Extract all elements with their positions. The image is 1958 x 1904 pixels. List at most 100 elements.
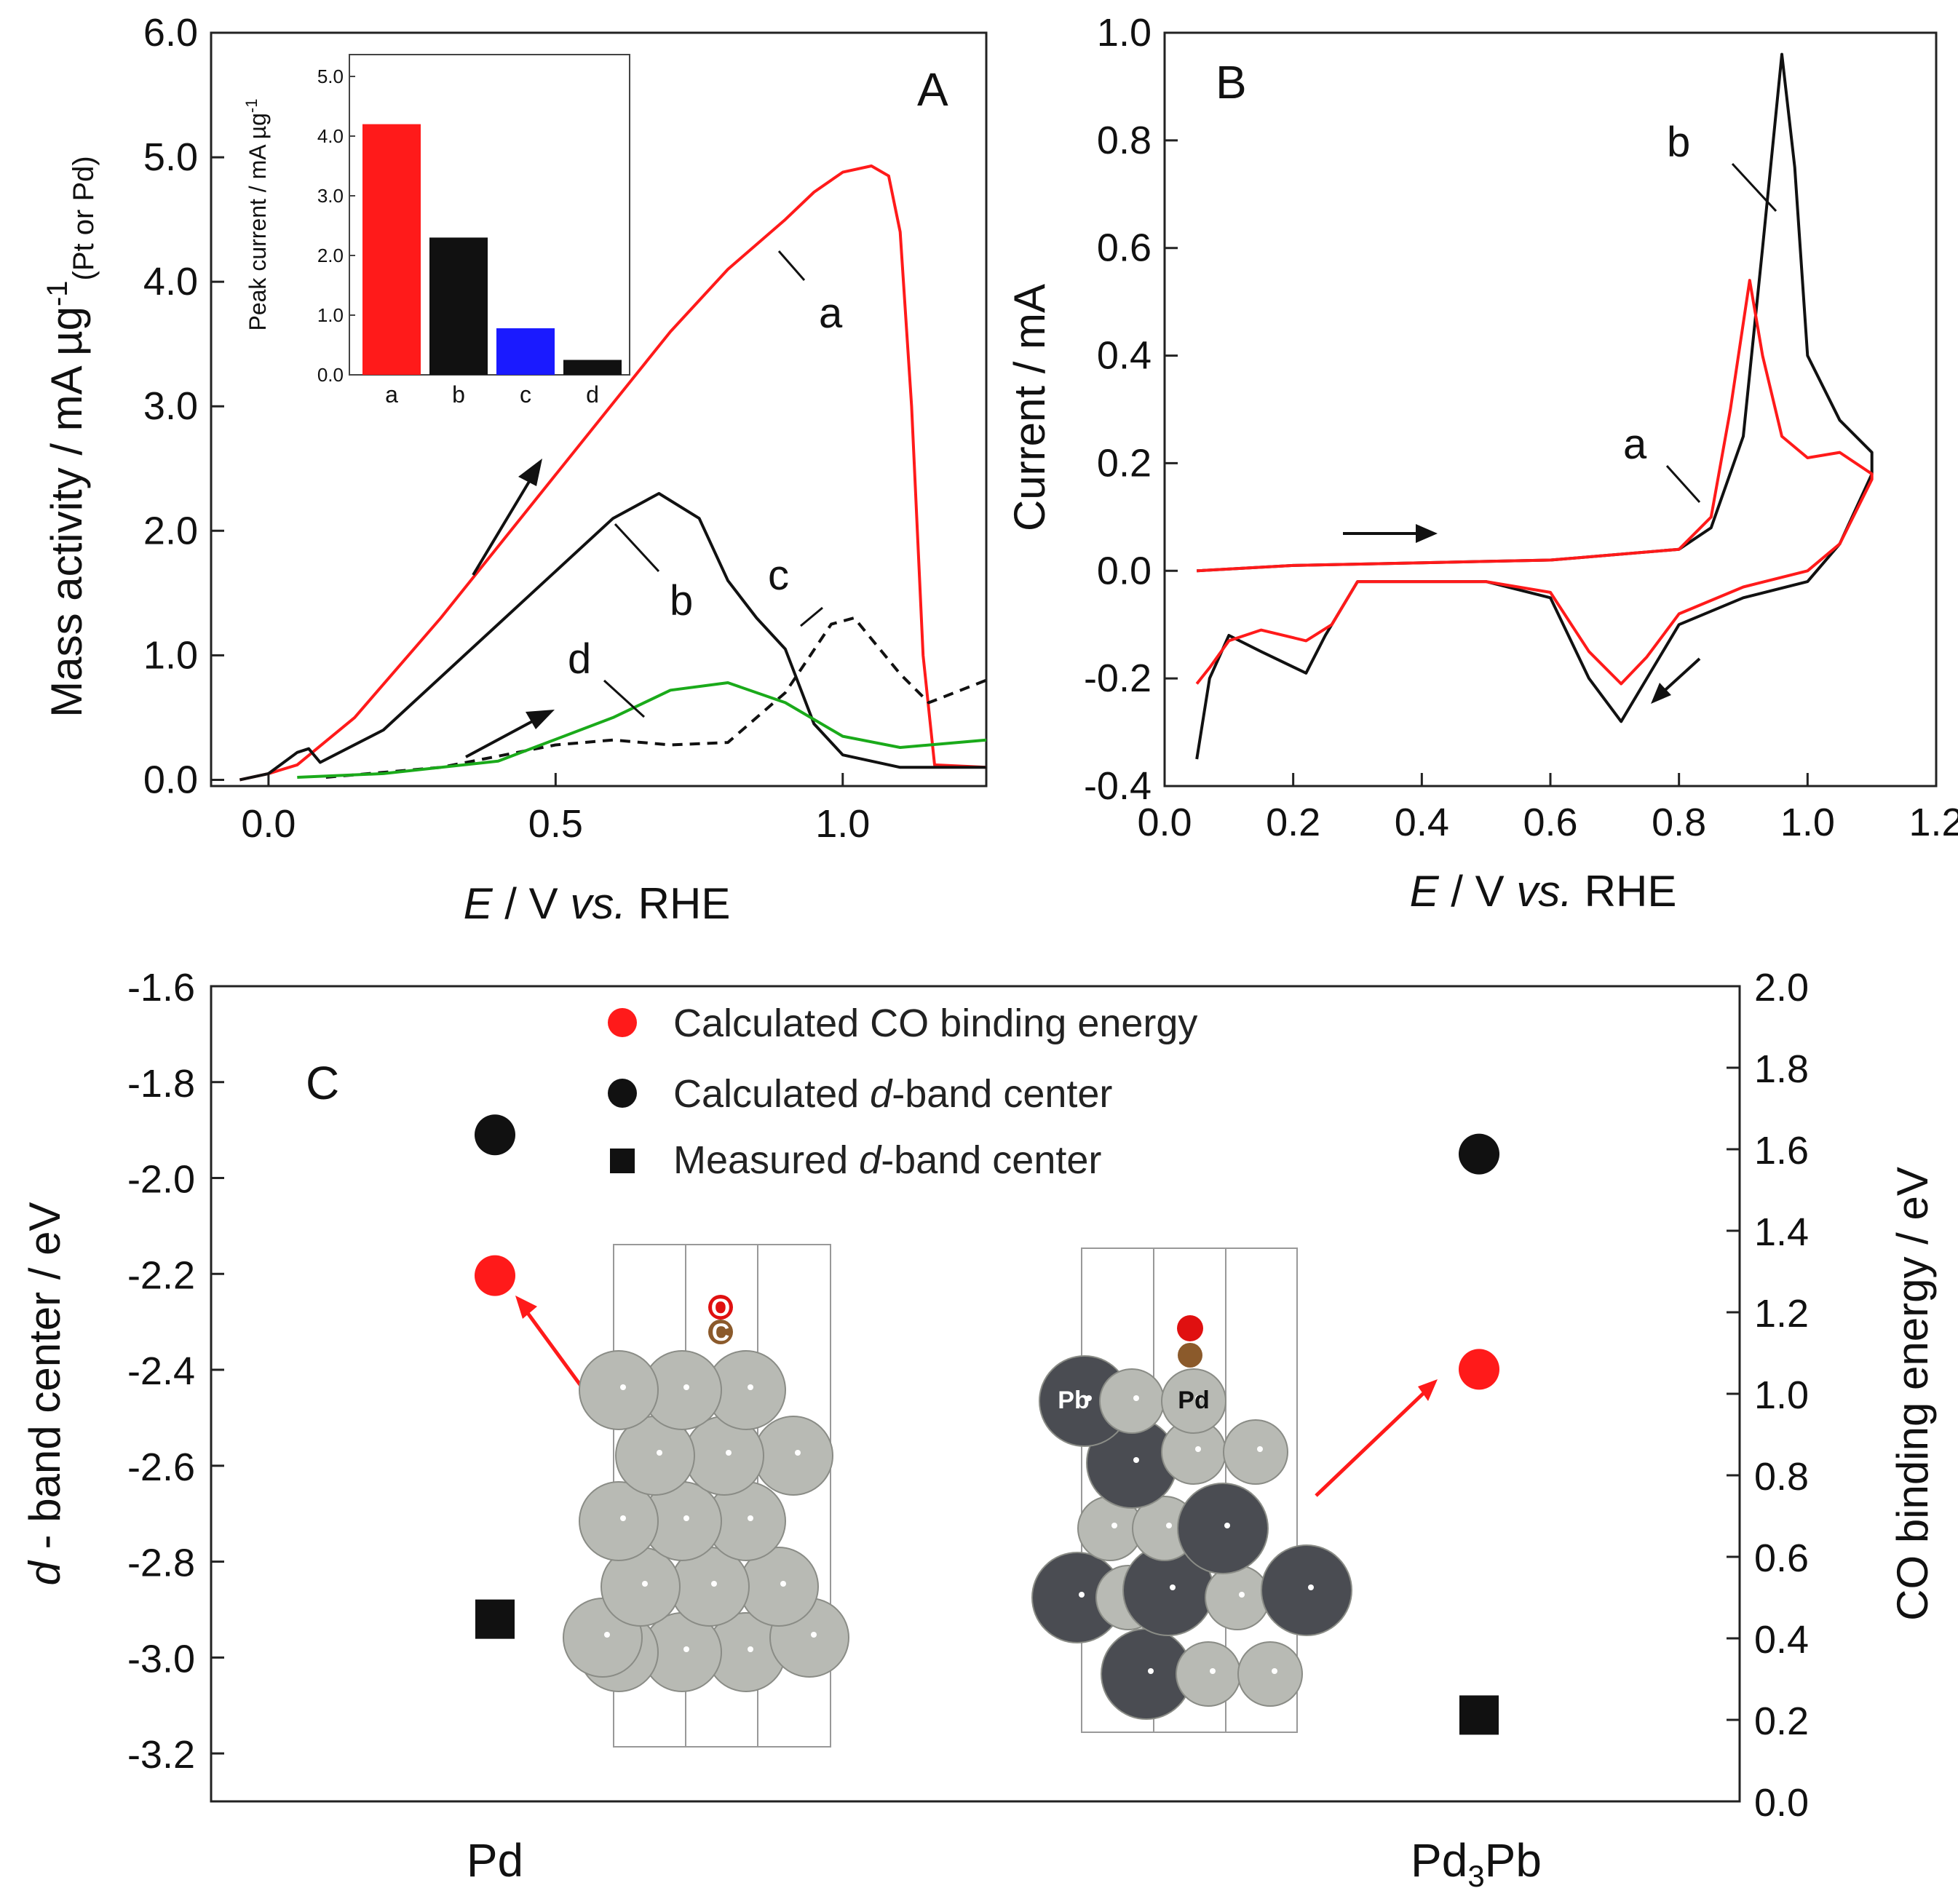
b-xtick-label: 1.2: [1909, 801, 1958, 844]
b-ytick-label: 0.6: [1097, 226, 1152, 270]
c-left-ytick-label: -2.2: [127, 1253, 195, 1297]
pb-atom-highlight: [1079, 1592, 1085, 1598]
pd-atom-highlight: [748, 1646, 753, 1652]
pd-atom-highlight: [1272, 1668, 1277, 1674]
c-right-ytick-label: 1.0: [1754, 1373, 1809, 1417]
inset-xtick-label: c: [520, 381, 531, 408]
red-arrow-pd3pb: [1315, 1390, 1427, 1497]
pb-atom-highlight: [1086, 1395, 1092, 1401]
b-ytick-label: 0.2: [1097, 441, 1152, 485]
pd-atom: [1099, 1368, 1165, 1434]
pd-atom-highlight: [620, 1384, 626, 1390]
panel-a-xlabel: E / V vs. RHE: [464, 879, 731, 928]
pd-atom-highlight: [711, 1581, 717, 1587]
b-xtick-label: 0.8: [1652, 801, 1706, 844]
b-xtick-label: 0.2: [1266, 801, 1320, 844]
b-xtick-label: 0.6: [1523, 801, 1577, 844]
panel-c-right-ylabel: CO binding energy / eV: [1888, 1167, 1937, 1621]
curve-label-d: d: [568, 635, 591, 683]
pb-atom-highlight: [1170, 1584, 1176, 1590]
inset-ytick-label: 2.0: [317, 245, 344, 266]
a-ytick-label: 3.0: [143, 384, 198, 428]
pb-atom: [1261, 1544, 1352, 1636]
forward-scan-arrow-head: [1416, 524, 1438, 543]
b-xtick-label: 1.0: [1780, 801, 1835, 844]
pd-atom: [579, 1350, 659, 1430]
panel-c: -1.6 -1.8 -2.0 -2.2 -2.4 -2.6 -2.8 -3.0 -3.2 0.0 0…: [20, 966, 1937, 1893]
c-point-red-circle: [475, 1255, 515, 1296]
pd-atom-highlight: [811, 1632, 817, 1638]
pd-atom-highlight: [683, 1646, 689, 1652]
inset-ylabel: Peak current / mA µg-1: [242, 98, 271, 330]
curve-label-b: b: [670, 577, 693, 624]
pd-atom-highlight: [642, 1581, 648, 1587]
a-ytick-label: 4.0: [143, 260, 198, 304]
pb-atom-highlight: [1224, 1523, 1230, 1528]
b-ytick-label: 0.0: [1097, 549, 1152, 592]
o-atom: [708, 1295, 733, 1320]
pd-atom: [579, 1481, 659, 1561]
red-arrow-pd-head: [515, 1296, 537, 1319]
pd-atom-highlight: [1195, 1395, 1201, 1401]
pb-atom: [1177, 1483, 1269, 1574]
c-point-black-circle: [475, 1114, 515, 1156]
a-ytick-label: 1.0: [143, 633, 198, 677]
pb-atom-highlight: [1133, 1457, 1139, 1463]
category-pd3pb: Pd3Pb: [1411, 1834, 1542, 1893]
c-left-ytick-label: -2.0: [127, 1158, 195, 1202]
a-ytick-label: 2.0: [143, 509, 198, 552]
a-xtick-label: 0.0: [241, 802, 296, 846]
c-point-square: [475, 1599, 515, 1639]
curve-label-c: c: [768, 552, 789, 599]
scan-arrow-lower-head: [526, 710, 555, 729]
c-right-ytick-label: 0.2: [1754, 1699, 1809, 1743]
a-curve-b: [239, 492, 986, 782]
c-left-ytick-label: -2.4: [127, 1349, 195, 1393]
c-left-ytick-label: -1.8: [127, 1062, 195, 1106]
leader-d: [603, 679, 646, 718]
panel-c-label: C: [306, 1057, 339, 1109]
c-right-ytick-label: 0.8: [1754, 1455, 1809, 1499]
pd-atom-highlight: [1239, 1592, 1245, 1598]
legend-item-calc-dband: Calculated d-band center: [673, 1072, 1112, 1116]
c-left-ytick-label: -3.2: [127, 1733, 195, 1777]
category-pd: Pd: [467, 1834, 523, 1887]
curve-label-b-cv: b: [1667, 119, 1690, 166]
c-right-ytick-label: 0.0: [1754, 1781, 1809, 1825]
panel-b-label: B: [1216, 56, 1247, 108]
b-ytick-label: 0.8: [1097, 119, 1152, 162]
pd-atom-highlight: [1133, 1395, 1139, 1401]
panel-a-label: A: [917, 63, 948, 116]
pd-atom-highlight: [620, 1515, 626, 1521]
c-left-ytick-label: -2.6: [127, 1445, 195, 1489]
panel-b: 0.0 0.2 0.4 0.6 0.8 1.0 1.2 -0.4 -0.2 0.0 0.2 0.4 0.…: [1005, 11, 1958, 916]
b-ytick-label: 0.4: [1097, 334, 1152, 378]
curve-label-a-cv: a: [1623, 421, 1647, 468]
c-point-red-circle: [1459, 1349, 1499, 1390]
b-ytick-label: -0.2: [1084, 657, 1152, 700]
pd-atom: [1176, 1641, 1241, 1707]
pd-atom: [1205, 1565, 1270, 1630]
pb-atom-highlight: [1148, 1668, 1154, 1674]
legend-red-circle: [608, 1008, 637, 1037]
c-point-black-circle: [1459, 1133, 1499, 1175]
c-atom-pd3pb: [1178, 1343, 1202, 1368]
b-ytick-label: 1.0: [1097, 11, 1152, 55]
c-right-ytick-label: 0.4: [1754, 1618, 1809, 1662]
b-curve-a: [1195, 279, 1874, 686]
inset-xtick-label: a: [385, 381, 398, 408]
b-xtick-label: 0.4: [1395, 801, 1449, 844]
a-xtick-label: 0.5: [528, 802, 583, 846]
a-ytick-label: 0.0: [143, 758, 198, 801]
reverse-scan-arrow: [1658, 657, 1701, 697]
pd-atom-highlight: [726, 1450, 732, 1456]
pd-atom-highlight: [1111, 1523, 1117, 1528]
pd-atom: [1237, 1641, 1303, 1707]
leader-b: [614, 523, 660, 573]
c-left-ytick-label: -1.6: [127, 966, 195, 1009]
pb-atom-label: Pb: [1058, 1387, 1089, 1414]
c-right-ytick-label: 2.0: [1754, 966, 1809, 1009]
legend-item-meas-dband: Measured d-band center: [673, 1138, 1101, 1182]
inset-ytick-label: 0.0: [317, 364, 344, 386]
pd-atom-highlight: [795, 1450, 801, 1456]
